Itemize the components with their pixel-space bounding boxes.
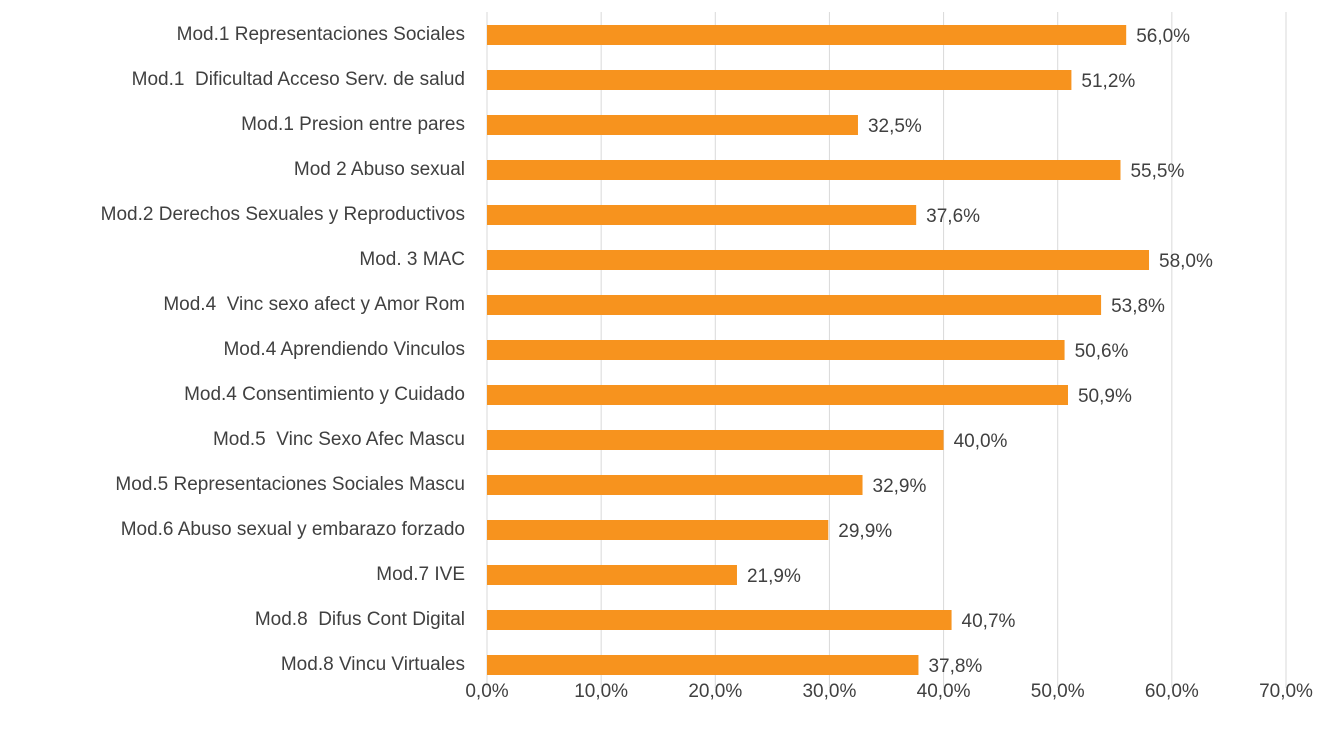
data-label: 50,9% xyxy=(1078,386,1132,407)
bar xyxy=(487,205,917,225)
bar xyxy=(487,25,1127,45)
bar xyxy=(487,340,1065,360)
bar xyxy=(487,475,863,495)
data-label: 37,6% xyxy=(926,206,980,227)
y-tick-label: Mod.5 Vinc Sexo Afec Mascu xyxy=(213,429,465,450)
x-tick-label: 40,0% xyxy=(917,681,971,702)
y-tick-label: Mod.4 Consentimiento y Cuidado xyxy=(184,384,465,405)
x-tick-label: 20,0% xyxy=(688,681,742,702)
bar xyxy=(487,565,737,585)
bar xyxy=(487,655,919,675)
x-tick-label: 0,0% xyxy=(465,681,508,702)
data-label: 56,0% xyxy=(1136,26,1190,47)
bar xyxy=(487,610,952,630)
y-tick-label: Mod 2 Abuso sexual xyxy=(294,159,465,180)
data-label: 55,5% xyxy=(1130,161,1184,182)
data-label: 58,0% xyxy=(1159,251,1213,272)
y-tick-label: Mod.7 IVE xyxy=(376,564,465,585)
bar xyxy=(487,295,1102,315)
y-tick-label: Mod.2 Derechos Sexuales y Reproductivos xyxy=(101,204,465,225)
x-tick-label: 10,0% xyxy=(574,681,628,702)
bar xyxy=(487,385,1068,405)
y-tick-label: Mod.5 Representaciones Sociales Mascu xyxy=(115,474,465,495)
x-tick-label: 60,0% xyxy=(1145,681,1199,702)
data-label: 40,0% xyxy=(954,431,1008,452)
x-tick-label: 50,0% xyxy=(1031,681,1085,702)
y-tick-label: Mod.6 Abuso sexual y embarazo forzado xyxy=(121,519,465,540)
bar xyxy=(487,70,1072,90)
data-label: 37,8% xyxy=(928,656,982,677)
data-label: 32,5% xyxy=(868,116,922,137)
data-label: 40,7% xyxy=(962,611,1016,632)
bar xyxy=(487,250,1150,270)
bar xyxy=(487,160,1121,180)
y-tick-label: Mod.4 Vinc sexo afect y Amor Rom xyxy=(163,294,465,315)
y-tick-label: Mod.8 Vincu Virtuales xyxy=(281,654,465,675)
y-tick-label: Mod.4 Aprendiendo Vinculos xyxy=(223,339,465,360)
data-label: 21,9% xyxy=(747,566,801,587)
y-tick-label: Mod. 3 MAC xyxy=(359,249,465,270)
y-tick-label: Mod.8 Difus Cont Digital xyxy=(255,609,465,630)
data-label: 50,6% xyxy=(1075,341,1129,362)
bar xyxy=(487,430,944,450)
x-tick-label: 30,0% xyxy=(802,681,856,702)
x-tick-label: 70,0% xyxy=(1259,681,1313,702)
data-label: 29,9% xyxy=(838,521,892,542)
data-label: 51,2% xyxy=(1081,71,1135,92)
bar xyxy=(487,520,829,540)
y-tick-label: Mod.1 Presion entre pares xyxy=(241,114,465,135)
data-label: 53,8% xyxy=(1111,296,1165,317)
y-tick-label: Mod.1 Representaciones Sociales xyxy=(177,24,465,45)
data-label: 32,9% xyxy=(873,476,927,497)
bar xyxy=(487,115,858,135)
y-tick-label: Mod.1 Dificultad Acceso Serv. de salud xyxy=(132,69,465,90)
